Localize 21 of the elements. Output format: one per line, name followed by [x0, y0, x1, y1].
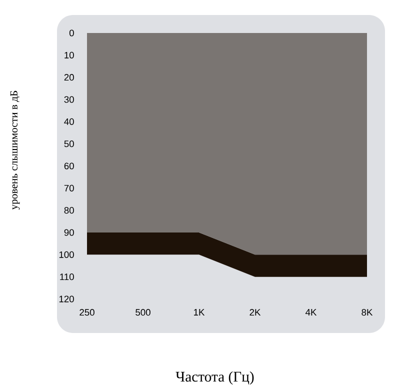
y-tick-label: 110: [60, 274, 74, 280]
y-tick-label: 0: [69, 30, 74, 36]
y-axis-title: уровень слышимости в дБ: [10, 90, 20, 210]
x-tick-label: 2K: [250, 309, 261, 316]
y-tick-label: 50: [64, 140, 74, 148]
y-tick-label: 20: [64, 74, 74, 81]
y-tick-label: 80: [64, 207, 74, 214]
y-tick-label: 90: [64, 229, 74, 236]
x-tick-label: 4K: [306, 309, 317, 316]
y-tick-label: 30: [64, 96, 74, 103]
y-tick-label: 10: [64, 52, 74, 58]
y-tick-label: 70: [64, 184, 74, 192]
x-tick-label: 500: [136, 309, 150, 316]
y-tick-label: 40: [64, 118, 74, 125]
y-tick-label: 100: [59, 251, 74, 258]
x-axis-title: Частота (Гц): [176, 371, 254, 385]
y-tick-label: 60: [64, 162, 74, 170]
x-tick-label: 1K: [194, 309, 205, 316]
x-tick-label: 250: [80, 309, 94, 316]
x-tick-label: 8K: [362, 309, 373, 316]
y-tick-label: 120: [59, 296, 74, 302]
